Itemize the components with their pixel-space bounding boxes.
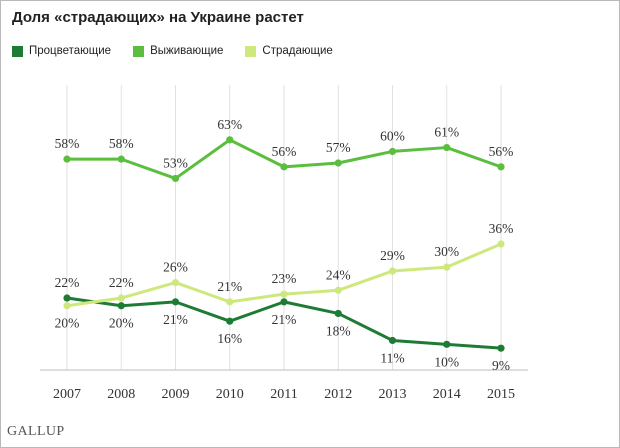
data-label-prosperous-2014: 10% — [434, 354, 459, 369]
x-tick-label-2009: 2009 — [162, 387, 190, 402]
data-label-surviving-2015: 56% — [489, 144, 514, 159]
data-label-surviving-2008: 58% — [109, 136, 134, 151]
x-tick-label-2011: 2011 — [270, 387, 297, 402]
data-label-prosperous-2013: 11% — [380, 350, 404, 365]
legend-item-surviving: Выживающие — [133, 45, 223, 57]
data-label-suffering-2008: 22% — [109, 275, 134, 290]
data-point-prosperous-2011 — [280, 298, 288, 306]
data-label-prosperous-2015: 9% — [492, 358, 510, 373]
legend-item-suffering: Страдающие — [245, 45, 333, 57]
legend-swatch-prosperous — [12, 45, 23, 57]
data-label-prosperous-2008: 20% — [109, 316, 134, 331]
data-point-suffering-2015 — [497, 240, 505, 248]
data-label-surviving-2013: 60% — [380, 128, 405, 143]
data-point-prosperous-2010 — [226, 317, 234, 325]
data-point-prosperous-2008 — [117, 302, 125, 310]
data-point-surviving-2014 — [443, 143, 451, 152]
legend-item-prosperous: Процветающие — [12, 45, 111, 57]
data-label-prosperous-2007: 22% — [55, 275, 80, 290]
x-tick-label-2010: 2010 — [216, 387, 244, 402]
x-tick-label-2015: 2015 — [487, 387, 515, 402]
data-point-suffering-2007 — [63, 302, 71, 310]
data-point-suffering-2009 — [171, 278, 180, 287]
x-tick-label-2007: 2007 — [53, 387, 81, 402]
data-label-suffering-2013: 29% — [380, 248, 405, 263]
data-label-surviving-2014: 61% — [434, 125, 459, 140]
data-label-surviving-2007: 58% — [55, 136, 80, 151]
legend-label-suffering: Страдающие — [262, 45, 333, 57]
data-point-suffering-2008 — [117, 294, 125, 302]
data-point-surviving-2013 — [388, 147, 397, 156]
x-tick-label-2008: 2008 — [107, 387, 135, 402]
data-point-surviving-2010 — [226, 136, 234, 144]
data-point-prosperous-2015 — [497, 344, 505, 352]
legend-swatch-surviving — [133, 45, 145, 57]
x-tick-label-2014: 2014 — [433, 387, 461, 402]
data-point-surviving-2008 — [117, 155, 125, 163]
data-label-prosperous-2010: 16% — [217, 331, 242, 346]
x-tick-label-2012: 2012 — [324, 387, 352, 402]
data-label-suffering-2009: 26% — [163, 260, 188, 275]
data-label-prosperous-2011: 21% — [272, 312, 297, 327]
data-label-prosperous-2009: 21% — [163, 312, 188, 327]
data-label-suffering-2011: 23% — [272, 271, 297, 286]
data-label-surviving-2011: 56% — [272, 144, 297, 159]
legend-label-surviving: Выживающие — [150, 45, 224, 57]
x-tick-label-2013: 2013 — [379, 387, 407, 402]
data-label-suffering-2015: 36% — [489, 221, 514, 236]
data-point-surviving-2012 — [334, 159, 342, 167]
gallup-logo: GALLUP — [7, 424, 65, 439]
chart-title: Доля «страдающих» на Украине растет — [12, 9, 304, 26]
data-point-suffering-2012 — [334, 286, 342, 294]
data-point-prosperous-2009 — [171, 298, 180, 306]
data-label-surviving-2010: 63% — [217, 117, 242, 132]
data-label-surviving-2012: 57% — [326, 140, 351, 155]
legend-swatch-suffering — [245, 45, 257, 57]
legend-label-prosperous: Процветающие — [29, 45, 112, 57]
data-point-suffering-2010 — [226, 298, 234, 306]
data-label-suffering-2014: 30% — [434, 244, 459, 259]
data-point-suffering-2013 — [388, 267, 397, 275]
data-point-prosperous-2014 — [443, 340, 451, 348]
data-point-suffering-2014 — [443, 263, 451, 271]
data-label-suffering-2007: 20% — [55, 316, 80, 331]
data-label-prosperous-2012: 18% — [326, 323, 351, 338]
data-point-surviving-2011 — [280, 163, 288, 171]
data-point-surviving-2015 — [497, 163, 505, 171]
chart-legend: Процветающие Выживающие Страдающие — [12, 44, 355, 58]
data-point-prosperous-2013 — [388, 336, 397, 345]
data-point-surviving-2007 — [63, 155, 71, 163]
data-label-suffering-2010: 21% — [217, 279, 242, 294]
data-label-suffering-2012: 24% — [326, 267, 351, 282]
data-point-suffering-2011 — [280, 290, 288, 298]
data-point-prosperous-2012 — [334, 309, 342, 318]
data-point-surviving-2009 — [171, 174, 180, 183]
data-label-surviving-2009: 53% — [163, 155, 188, 170]
data-point-prosperous-2007 — [63, 294, 71, 302]
